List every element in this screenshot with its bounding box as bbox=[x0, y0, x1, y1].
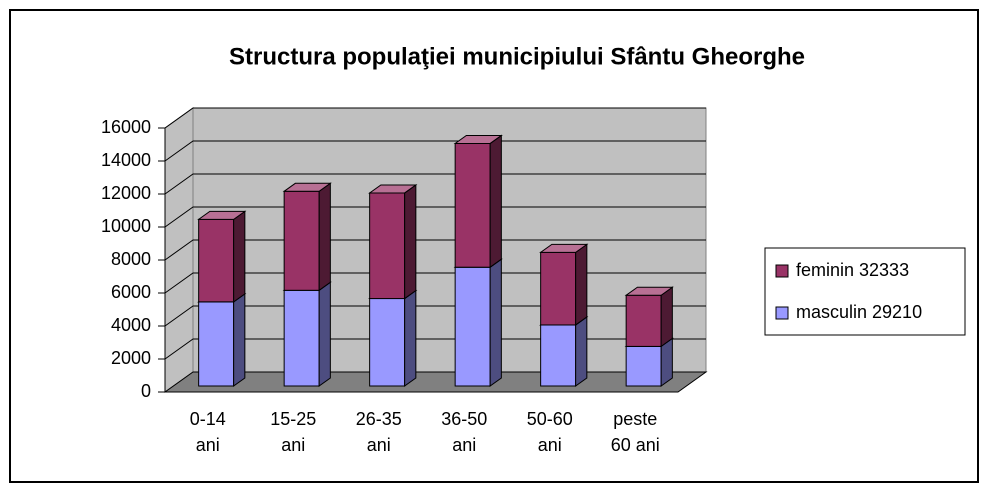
x-tick-label: 0-14 bbox=[190, 409, 226, 429]
y-tick-label: 12000 bbox=[101, 183, 151, 203]
x-tick-label: ani bbox=[452, 435, 476, 455]
bar-side bbox=[575, 243, 588, 326]
legend bbox=[764, 247, 966, 336]
bar-side bbox=[318, 182, 331, 292]
legend-swatch bbox=[775, 264, 789, 278]
grid-line bbox=[164, 173, 706, 195]
grid-line bbox=[164, 107, 706, 129]
bar-segment bbox=[369, 192, 406, 300]
chart-title: Structura populaţiei municipiului Sfântu… bbox=[229, 43, 805, 70]
y-tick-label: 0 bbox=[141, 381, 151, 401]
x-tick-label: 36-50 bbox=[441, 409, 487, 429]
bar-segment bbox=[454, 142, 491, 268]
x-tick-label: ani bbox=[281, 435, 305, 455]
bar-segment bbox=[283, 190, 320, 291]
bar-segment bbox=[540, 251, 577, 326]
grid-line bbox=[164, 338, 706, 360]
x-tick-label: ani bbox=[538, 435, 562, 455]
x-tick-label: ani bbox=[196, 435, 220, 455]
bar-segment bbox=[198, 301, 235, 387]
y-tick-label: 14000 bbox=[101, 150, 151, 170]
bar-side bbox=[660, 286, 673, 348]
bar-side bbox=[575, 315, 588, 387]
y-tick-label: 16000 bbox=[101, 117, 151, 137]
floor bbox=[163, 371, 708, 393]
grid-line bbox=[164, 206, 706, 228]
y-tick-label: 10000 bbox=[101, 216, 151, 236]
bar-segment bbox=[625, 345, 662, 387]
x-tick-label: 60 ani bbox=[611, 435, 660, 455]
bar-side bbox=[404, 183, 417, 300]
bar-segment bbox=[454, 266, 491, 387]
x-tick-label: ani bbox=[367, 435, 391, 455]
grid-line bbox=[164, 140, 706, 162]
bar-side bbox=[233, 292, 246, 387]
x-tick-label: 50-60 bbox=[527, 409, 573, 429]
bar-segment bbox=[198, 218, 235, 303]
y-tick-label: 6000 bbox=[111, 282, 151, 302]
bar-top bbox=[453, 134, 503, 144]
bar-top bbox=[368, 184, 418, 194]
grid-line bbox=[164, 272, 706, 294]
legend-swatch bbox=[775, 306, 789, 320]
bar-side bbox=[489, 134, 502, 269]
legend-label: masculin 29210 bbox=[796, 302, 922, 322]
y-tick-label: 8000 bbox=[111, 249, 151, 269]
bar-top bbox=[197, 210, 247, 220]
y-tick-label: 2000 bbox=[111, 348, 151, 368]
bar-segment bbox=[369, 298, 406, 387]
x-tick-label: peste bbox=[613, 409, 657, 429]
y-tick-label: 4000 bbox=[111, 315, 151, 335]
bar-top bbox=[624, 286, 674, 296]
bar-segment bbox=[540, 324, 577, 387]
x-tick-label: 26-35 bbox=[356, 409, 402, 429]
bar-side bbox=[489, 258, 502, 387]
bar-side bbox=[404, 289, 417, 387]
bar-top bbox=[282, 182, 332, 192]
bar-side bbox=[318, 281, 331, 387]
grid-line bbox=[164, 239, 706, 261]
legend-label: feminin 32333 bbox=[796, 260, 909, 280]
bar-segment bbox=[283, 289, 320, 387]
bar-side bbox=[233, 210, 246, 303]
grid-line bbox=[164, 305, 706, 327]
x-tick-label: 15-25 bbox=[270, 409, 316, 429]
bar-segment bbox=[625, 294, 662, 347]
bar-top bbox=[539, 243, 589, 253]
